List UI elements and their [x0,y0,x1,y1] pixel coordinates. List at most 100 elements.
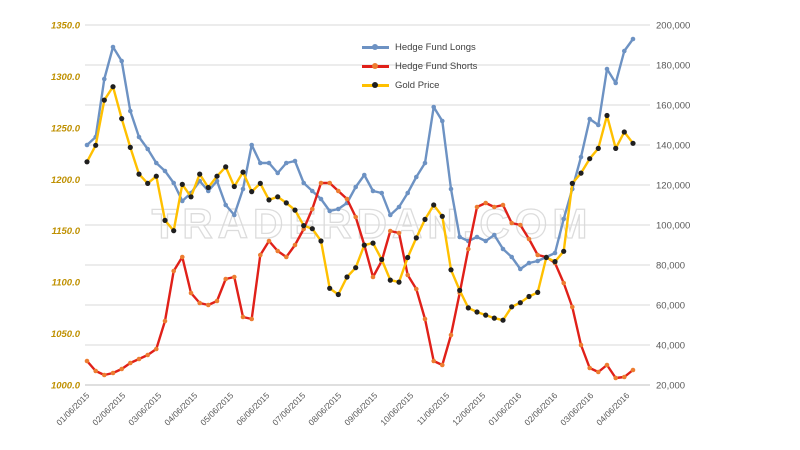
series-marker [318,238,324,244]
series-marker [231,183,237,190]
series-marker [596,369,601,375]
series-marker [119,58,124,64]
series-marker [630,140,636,146]
series-marker [283,200,289,206]
legend-item-hedge-fund-longs: Hedge Fund Longs [362,38,477,57]
series-marker [569,180,575,186]
left-axis-tick-label: 1100.0 [52,278,81,289]
series-marker [422,316,428,322]
series-marker [336,188,341,194]
series-marker [318,180,324,186]
series-marker [578,154,584,160]
series-marker [561,248,567,254]
series-marker [301,180,307,186]
series-marker [414,174,419,180]
series-marker [309,226,315,232]
series-marker [93,368,98,374]
series-marker [154,160,159,166]
right-axis-tick-label: 160,000 [656,101,690,112]
series-marker [206,188,211,194]
left-axis-tick-label: 1350.0 [51,21,81,32]
series-marker [232,274,237,280]
series-marker [344,196,350,202]
legend-label-longs: Hedge Fund Longs [395,42,476,53]
series-line-2 [85,85,635,322]
series-marker [535,289,541,295]
series-marker [136,134,142,140]
x-axis-tick-label: 09/06/2015 [342,390,379,427]
series-marker [84,358,90,364]
series-marker [491,315,497,321]
series-marker [162,318,168,324]
series-marker [431,202,437,208]
right-axis-tick-label: 20,000 [656,381,685,392]
right-axis-tick-label: 40,000 [656,341,685,352]
series-marker [110,44,116,50]
series-marker [318,196,324,202]
series-marker [127,144,133,150]
series-marker [387,277,393,283]
x-axis-tick-label: 03/06/2016 [558,390,595,427]
series-marker [171,180,176,186]
series-marker [509,304,515,310]
series-marker [474,309,480,315]
series-marker [258,252,263,258]
series-marker [396,204,402,210]
x-axis-tick-label: 04/06/2015 [162,390,199,427]
series-marker [197,171,203,177]
right-axis-tick-label: 100,000 [656,221,690,232]
series-marker [292,242,298,248]
series-marker [370,240,376,246]
series-marker [596,122,601,128]
series-marker [474,204,480,210]
series-marker [535,252,540,258]
x-axis-tick-label: 06/06/2015 [234,390,271,427]
x-axis-tick-label: 12/06/2015 [450,390,487,427]
series-marker [396,279,402,285]
x-axis-tick-label: 03/06/2015 [126,390,163,427]
series-marker [101,97,107,103]
series-marker [422,216,428,222]
series-marker [604,362,610,368]
chart-legend: Hedge Fund Longs Hedge Fund Shorts Gold … [362,38,477,95]
series-marker [353,214,359,220]
series-marker [509,220,514,226]
x-axis-tick-label: 01/06/2016 [486,390,523,427]
series-line-0 [85,37,635,271]
series-marker [543,254,549,261]
x-axis-tick-label: 07/06/2015 [270,390,307,427]
series-marker [448,267,454,273]
series-marker [431,104,437,110]
series-marker [249,189,255,195]
series-marker [561,216,566,222]
series-marker [232,212,237,218]
series-marker [223,164,229,170]
x-axis-tick-label: 04/06/2016 [594,390,631,427]
series-marker [336,206,341,212]
series-marker [595,145,601,151]
right-axis-tick-label: 60,000 [656,301,685,312]
legend-swatch-gold [362,82,389,88]
series-marker [604,112,610,119]
series-marker [448,186,454,192]
series-marker [457,287,463,293]
series-marker [622,374,627,380]
series-marker [379,190,385,196]
legend-swatch-longs [362,44,389,50]
series-marker [492,232,497,238]
x-axis-tick-label: 08/06/2015 [306,390,343,427]
series-marker [457,234,463,240]
series-marker [214,173,220,179]
series-marker [110,370,116,376]
series-marker [214,298,220,304]
x-axis-tick-label: 10/06/2015 [378,390,415,427]
series-marker [102,372,107,378]
series-marker [266,160,272,166]
series-marker [621,129,627,135]
x-axis-tick-label: 01/06/2015 [54,390,91,427]
series-marker [466,246,471,252]
series-marker [145,180,151,186]
series-marker [310,206,315,212]
series-marker [292,207,298,213]
series-marker [327,285,333,291]
